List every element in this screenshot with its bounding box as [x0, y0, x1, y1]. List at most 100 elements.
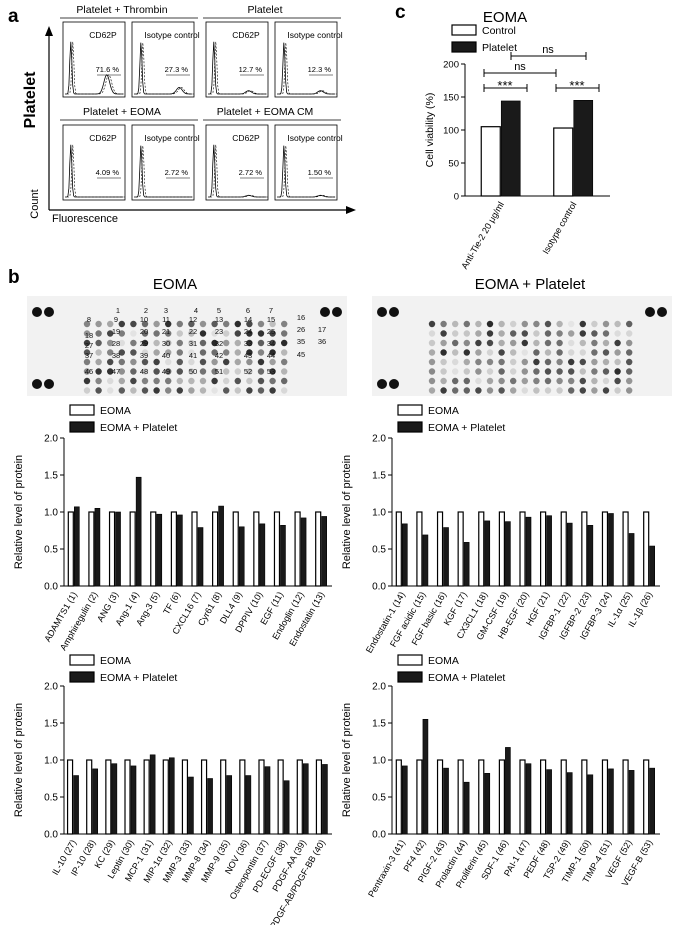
- array-spot: [579, 377, 586, 385]
- array-spot: [107, 377, 114, 385]
- array-spot: [95, 349, 102, 356]
- panel-a-count-label: Count: [29, 189, 41, 218]
- legend-swatch: [451, 24, 477, 36]
- bar: [322, 764, 328, 835]
- y-tick-label: 1.5: [372, 471, 386, 482]
- array-spot: [95, 387, 102, 394]
- array-spot: [188, 349, 195, 356]
- array-spot: [428, 330, 436, 337]
- histogram-curve-dashed: [279, 145, 337, 198]
- histogram-box: [205, 21, 269, 98]
- array-spot: [556, 320, 563, 328]
- array-spot: [83, 387, 91, 394]
- array-spot-number: 14: [244, 315, 252, 324]
- bar: [546, 769, 552, 835]
- array-spot: [486, 358, 494, 366]
- bar: [643, 511, 650, 587]
- array-spot: [568, 358, 575, 366]
- bar: [519, 511, 526, 587]
- y-tick-label: 2.0: [372, 682, 386, 693]
- bar: [553, 127, 574, 197]
- array-spot: [440, 387, 447, 394]
- bar: [74, 506, 80, 587]
- array-spot: [428, 349, 436, 356]
- array-spot: [269, 358, 276, 366]
- y-tick-label: 1.0: [372, 508, 386, 519]
- array-spot-number: 29: [140, 339, 148, 348]
- array-spot: [510, 377, 517, 385]
- y-tick-label: 1.5: [44, 471, 58, 482]
- array-spot-number: 19: [112, 327, 120, 336]
- array-spot: [130, 368, 137, 375]
- y-tick-label: 2.0: [44, 434, 58, 445]
- bar: [443, 527, 449, 587]
- array-spot: [626, 330, 633, 337]
- array-spot: [141, 368, 149, 375]
- array-spot: [452, 330, 459, 337]
- bar: [422, 718, 429, 835]
- array-spot: [223, 349, 230, 356]
- bar: [601, 759, 609, 835]
- array-spot: [556, 358, 563, 366]
- array-spot: [257, 387, 265, 394]
- y-tick-label: 0.5: [44, 545, 58, 556]
- array-spot: [510, 349, 517, 356]
- array-spot: [188, 358, 195, 366]
- histogram-curve: [65, 41, 123, 95]
- panel-letter-a: a: [8, 6, 19, 27]
- bar: [649, 767, 655, 835]
- array-spot: [83, 339, 91, 347]
- array-spot: [130, 358, 137, 366]
- array-spot: [533, 387, 540, 394]
- legend-label: EOMA + Platelet: [100, 422, 177, 434]
- array-spot: [533, 339, 540, 347]
- array-spot-number: 53: [267, 367, 275, 376]
- array-spot: [281, 377, 288, 385]
- y-tick-label: 50: [448, 159, 459, 170]
- array-spot: [544, 349, 552, 356]
- array-spot: [141, 320, 149, 328]
- bar: [546, 515, 552, 587]
- bar: [505, 521, 511, 587]
- bar: [500, 100, 521, 197]
- array-spot: [614, 349, 621, 356]
- legend-label: Platelet: [482, 42, 517, 54]
- legend-swatch: [397, 671, 423, 683]
- array-spot: [521, 358, 528, 366]
- array-spot: [510, 368, 517, 375]
- array-spot: [428, 320, 436, 328]
- bar: [321, 516, 327, 587]
- bar: [581, 759, 588, 835]
- array-spot: [83, 349, 91, 356]
- array-spot: [568, 339, 575, 347]
- array-spot-number: 4: [194, 306, 198, 315]
- array-spot: [281, 330, 288, 337]
- y-tick-label: 2.0: [372, 434, 386, 445]
- ns-label: ns: [514, 61, 526, 73]
- array-spot: [556, 387, 563, 394]
- bar: [643, 759, 650, 835]
- bar: [92, 768, 99, 835]
- array-spot-number: 47: [112, 367, 120, 376]
- array-spot: [83, 377, 91, 385]
- array-spot: [269, 330, 276, 337]
- histogram-curve-dashed: [136, 145, 194, 198]
- array-spot: [118, 330, 126, 337]
- array-spot: [533, 358, 540, 366]
- bar: [150, 511, 157, 587]
- array-spot: [281, 349, 288, 356]
- array-spot: [498, 387, 505, 394]
- array-spot: [107, 368, 114, 375]
- bar: [498, 511, 505, 587]
- array-spot: [626, 387, 633, 394]
- bar: [239, 759, 246, 835]
- histogram-box: [205, 124, 269, 201]
- array-spot: [533, 349, 540, 356]
- array-spot: [130, 349, 137, 356]
- array-spot: [211, 320, 218, 328]
- array-spot: [568, 368, 575, 375]
- bar: [232, 511, 239, 587]
- array-spot: [246, 358, 253, 366]
- bar: [188, 776, 194, 835]
- histogram-box: [274, 21, 338, 98]
